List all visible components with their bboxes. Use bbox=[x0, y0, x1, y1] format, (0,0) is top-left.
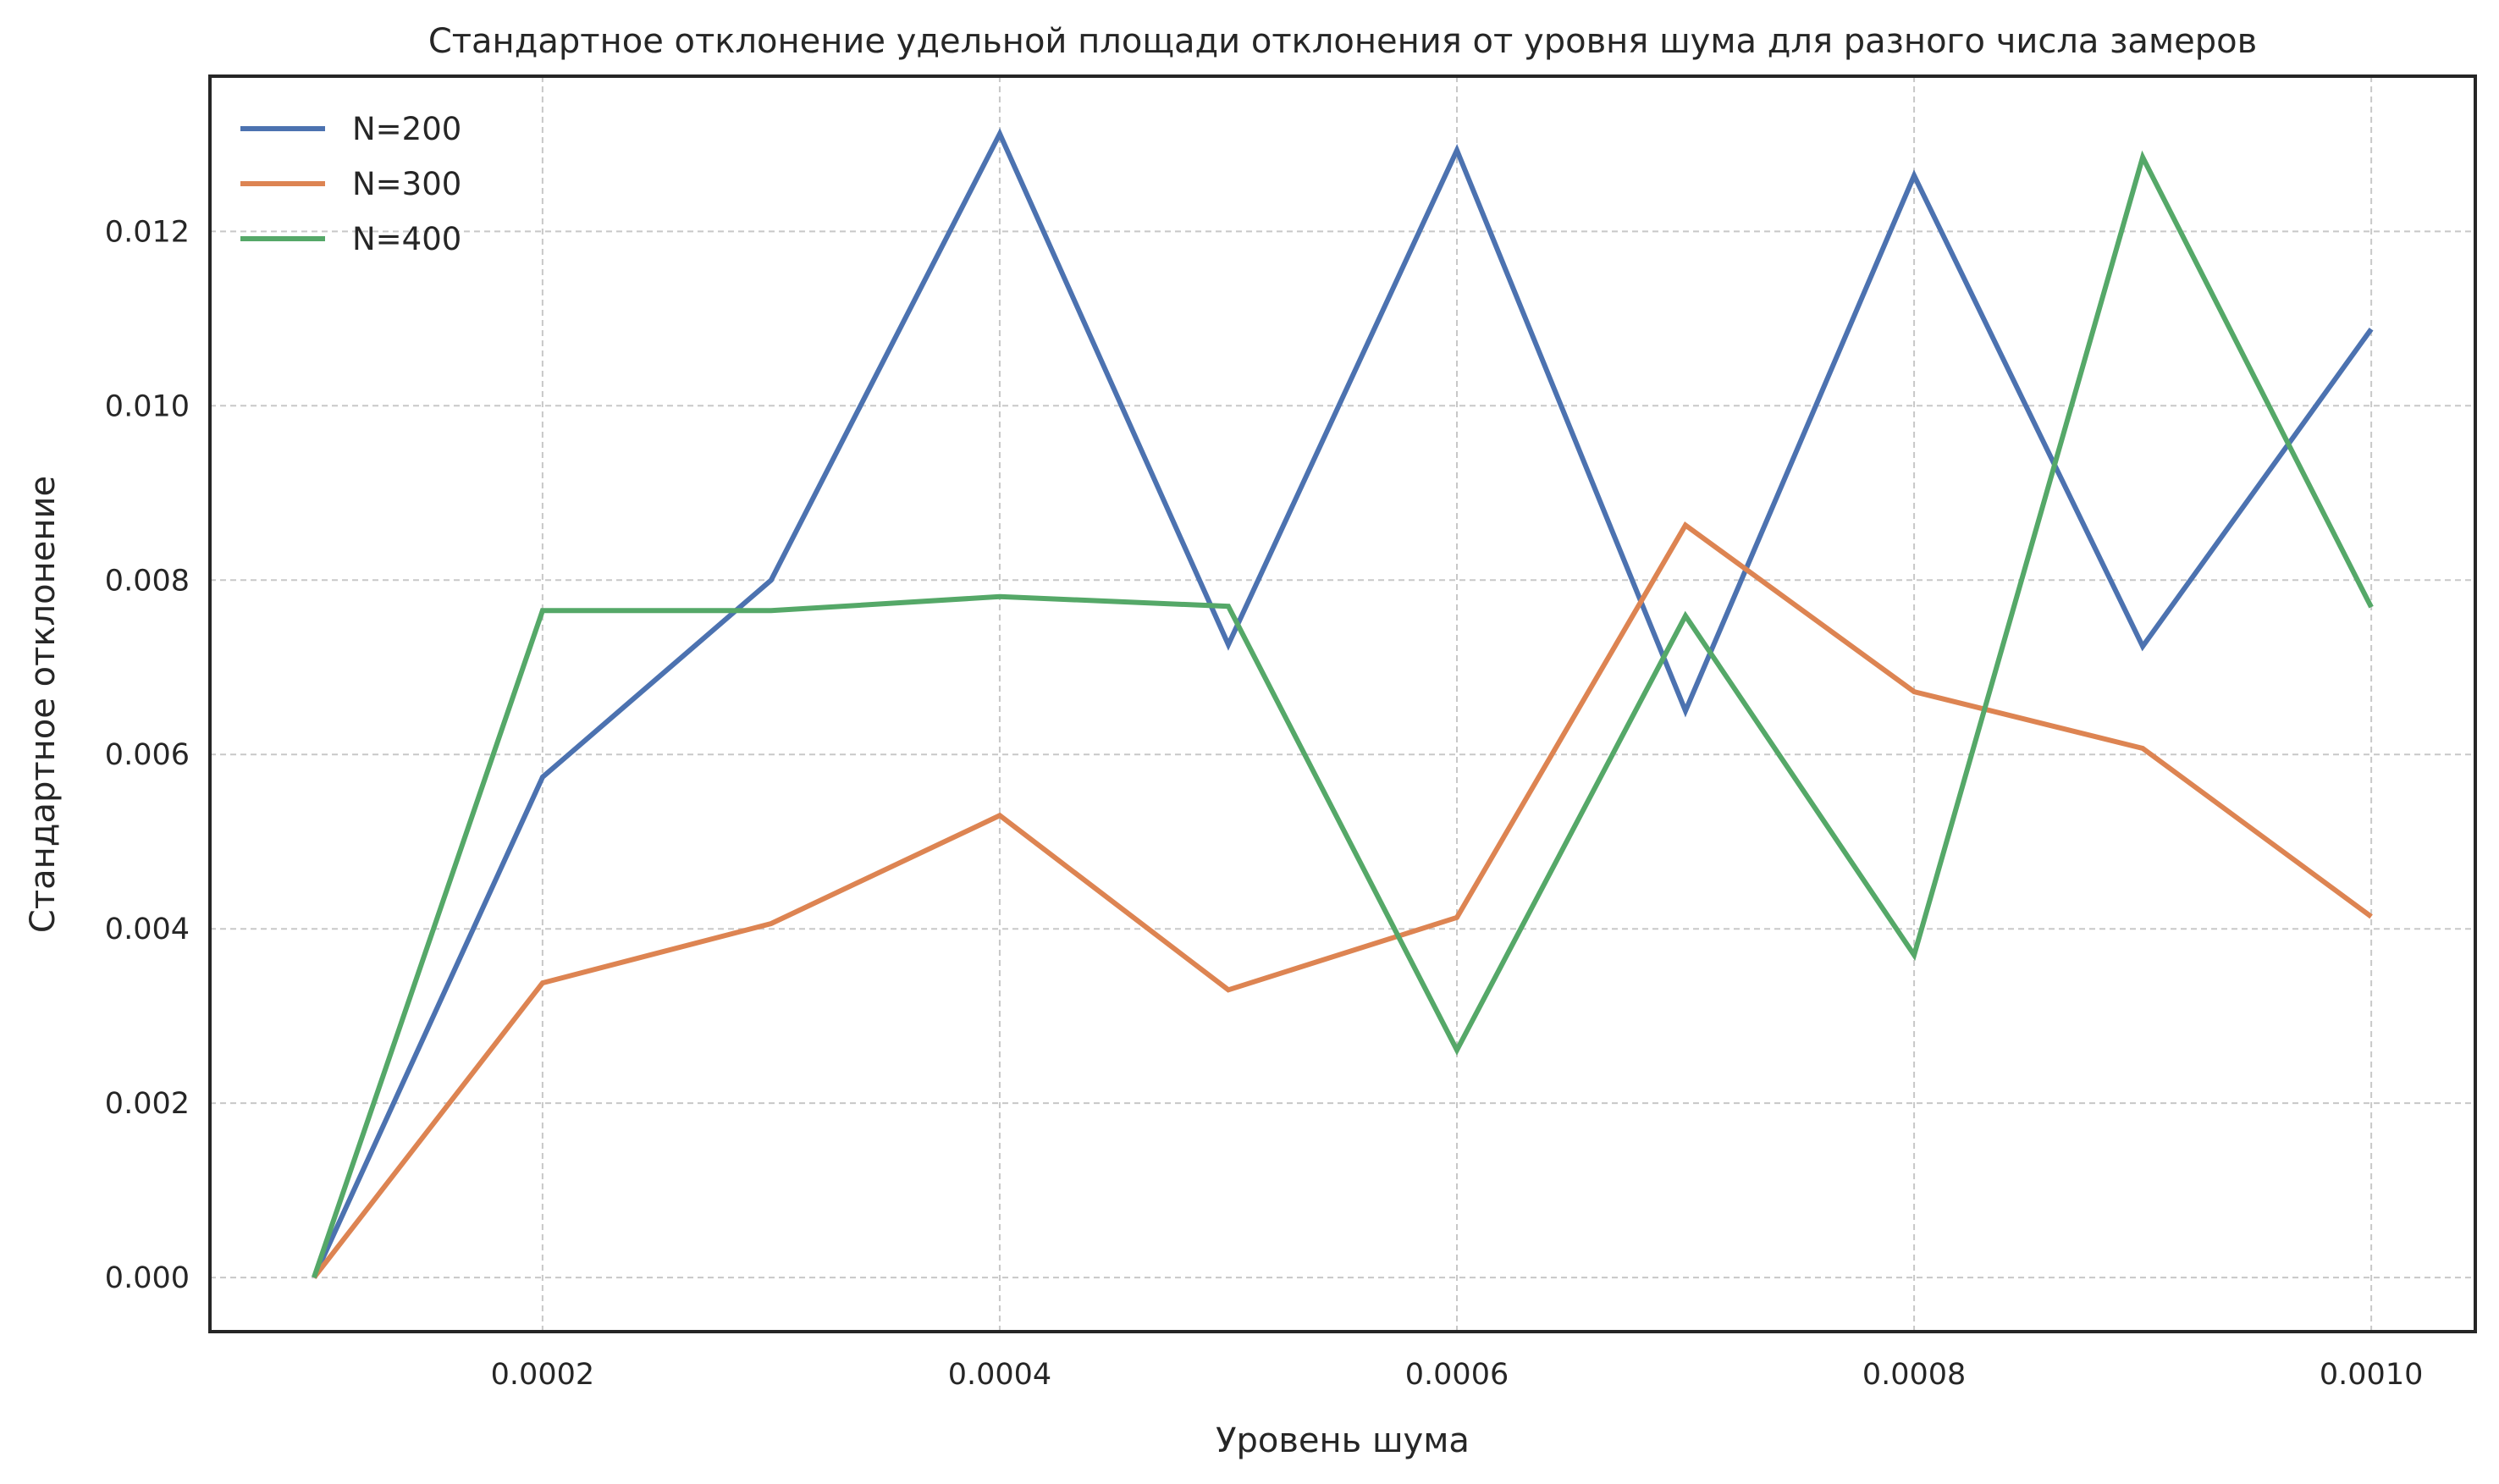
y-tick-label: 0.004 bbox=[105, 913, 190, 946]
x-tick-label: 0.0004 bbox=[948, 1358, 1051, 1392]
series-line-n300 bbox=[312, 521, 2373, 1279]
legend: N=200 N=300 N=400 bbox=[240, 111, 461, 257]
x-tick-label: 0.0006 bbox=[1405, 1358, 1509, 1392]
series-line-n400 bbox=[312, 150, 2374, 1279]
x-tick-label: 0.0010 bbox=[2320, 1358, 2423, 1392]
legend-label: N=200 bbox=[352, 111, 461, 147]
y-tick-label: 0.000 bbox=[105, 1261, 190, 1295]
y-tick-label: 0.002 bbox=[105, 1087, 190, 1121]
legend-label: N=400 bbox=[352, 221, 461, 257]
chart-title: Стандартное отклонение удельной площади … bbox=[428, 22, 2257, 61]
series-line-n200 bbox=[312, 128, 2374, 1279]
grid bbox=[210, 76, 2475, 1332]
x-tick-label: 0.0002 bbox=[491, 1358, 594, 1392]
axes-frame bbox=[208, 74, 2477, 1333]
plot-area bbox=[312, 128, 2374, 1279]
legend-label: N=300 bbox=[352, 166, 461, 202]
y-tick-label: 0.006 bbox=[105, 738, 190, 772]
x-axis-label: Уровень шума bbox=[1216, 1421, 1470, 1460]
y-tick-label: 0.008 bbox=[105, 564, 190, 598]
x-tick-label: 0.0008 bbox=[1862, 1358, 1966, 1392]
y-tick-label: 0.010 bbox=[105, 389, 190, 423]
y-axis-label: Стандартное отклонение bbox=[24, 476, 63, 933]
y-tick-label: 0.012 bbox=[105, 215, 190, 249]
ticks: 0.0002 0.0004 0.0006 0.0008 0.0010 0.000 0.002… bbox=[105, 215, 2424, 1392]
